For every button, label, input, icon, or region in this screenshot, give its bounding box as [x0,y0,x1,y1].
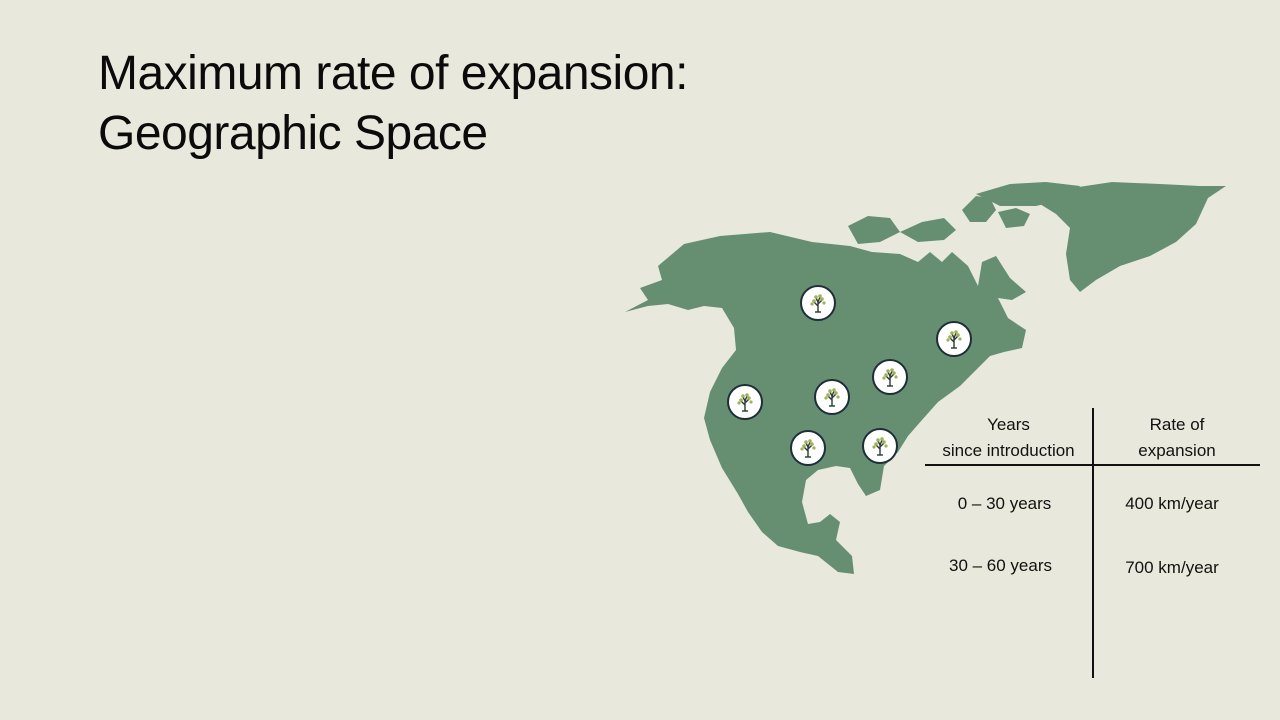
tree-marker [727,384,763,420]
row-2-rate: 700 km/year [1125,558,1219,577]
tree-icon [824,388,840,407]
arctic-island-2 [900,218,956,242]
tree-icon [737,393,753,412]
header-rate-line-1: Rate of [1149,415,1205,434]
expansion-table: Years since introduction Rate of expansi… [925,408,1260,678]
tree-marker [936,321,972,357]
tree-icon [810,294,826,313]
arctic-island-5 [998,208,1030,228]
tree-icon [800,439,816,458]
title-line-2: Geographic Space [98,107,488,160]
tree-icon [882,368,898,387]
header-rate-line-2: expansion [1138,441,1216,460]
header-years-line-1: Years [987,415,1030,434]
tree-marker [862,428,898,464]
table-divider-vertical [1092,408,1094,678]
tree-marker [872,359,908,395]
arctic-island-3 [962,196,996,222]
title-line-1: Maximum rate of expansion: [98,47,688,100]
row-2-years: 30 – 60 years [948,556,1052,575]
row-1-years: 0 – 30 years [957,494,1052,513]
header-rate: Rate of expansion [1094,412,1260,464]
slide-title: Maximum rate of expansion: Geographic Sp… [98,44,688,164]
header-years: Years since introduction [925,412,1092,464]
table-divider-horizontal [925,464,1260,466]
tree-icon [872,437,888,456]
row-1-rate: 400 km/year [1125,494,1219,513]
tree-marker [814,379,850,415]
header-years-line-2: since introduction [942,441,1075,460]
arctic-island-1 [848,216,900,244]
tree-marker [800,285,836,321]
tree-marker [790,430,826,466]
greenland-shape [1040,182,1226,292]
tree-icon [946,330,962,349]
